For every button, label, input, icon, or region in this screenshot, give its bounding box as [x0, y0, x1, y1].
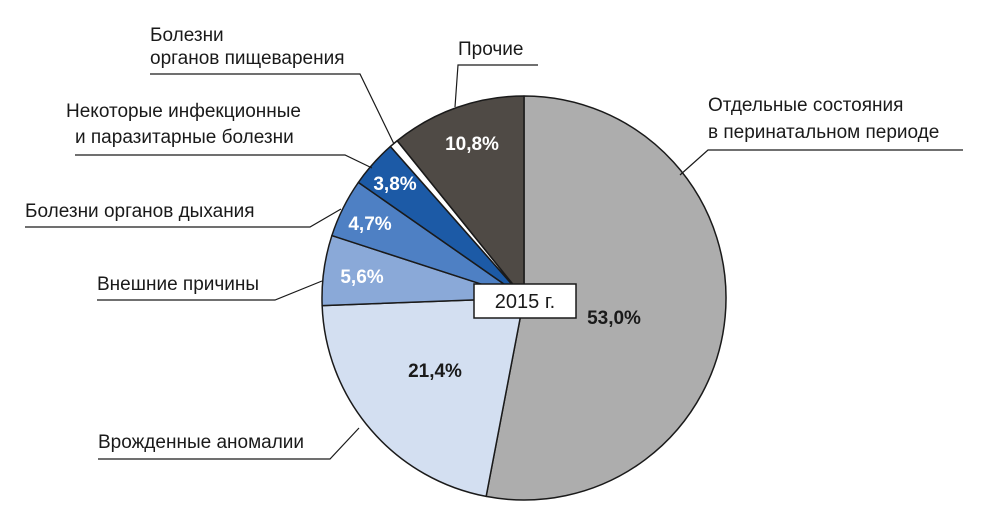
leader-line-5: [150, 73, 395, 145]
category-label-6-line-0: Прочие: [458, 39, 523, 60]
leader-line-0: [679, 149, 963, 176]
value-label-1: 21,4%: [408, 361, 462, 382]
pie-slice-0: [485, 95, 727, 501]
pie-slice-1: [321, 297, 525, 498]
leader-line-4: [75, 154, 373, 169]
leader-line-1: [98, 427, 360, 460]
pie-slices: [321, 95, 727, 501]
category-label-3-line-0: Болезни органов дыхания: [25, 201, 255, 222]
category-label-2-line-0: Внешние причины: [97, 274, 259, 295]
category-labels: Отдельные состояния в перинатальном перио…: [25, 25, 939, 453]
leader-line-2: [97, 280, 323, 301]
category-label-4-line-0: Некоторые инфекционные: [66, 101, 301, 122]
value-label-0: 53,0%: [587, 308, 641, 329]
category-label-1-line-0: Врожденные аномалии: [98, 432, 304, 453]
category-label-0-line-0: Отдельные состояния: [708, 95, 903, 116]
category-label-5-line-1: органов пищеварения: [150, 48, 345, 69]
category-label-5-line-0: Болезни: [150, 25, 224, 46]
value-label-6: 10,8%: [445, 134, 499, 155]
value-labels: 53,0% 21,4% 5,6% 4,7% 3,8% 10,8%: [340, 134, 641, 382]
value-label-3: 4,7%: [348, 214, 391, 235]
leader-line-3: [25, 208, 342, 228]
center-label: 2015 г.: [495, 291, 555, 313]
center-label-box: 2015 г.: [473, 283, 577, 319]
value-label-4: 3,8%: [373, 174, 416, 195]
pie-slice-6: [396, 95, 525, 299]
value-label-2: 5,6%: [340, 267, 383, 288]
leader-line-6: [454, 64, 538, 108]
category-label-0-line-1: в перинатальном периоде: [708, 122, 939, 143]
category-label-4-line-1: и паразитарные болезни: [75, 127, 294, 148]
leader-lines: [25, 64, 963, 460]
